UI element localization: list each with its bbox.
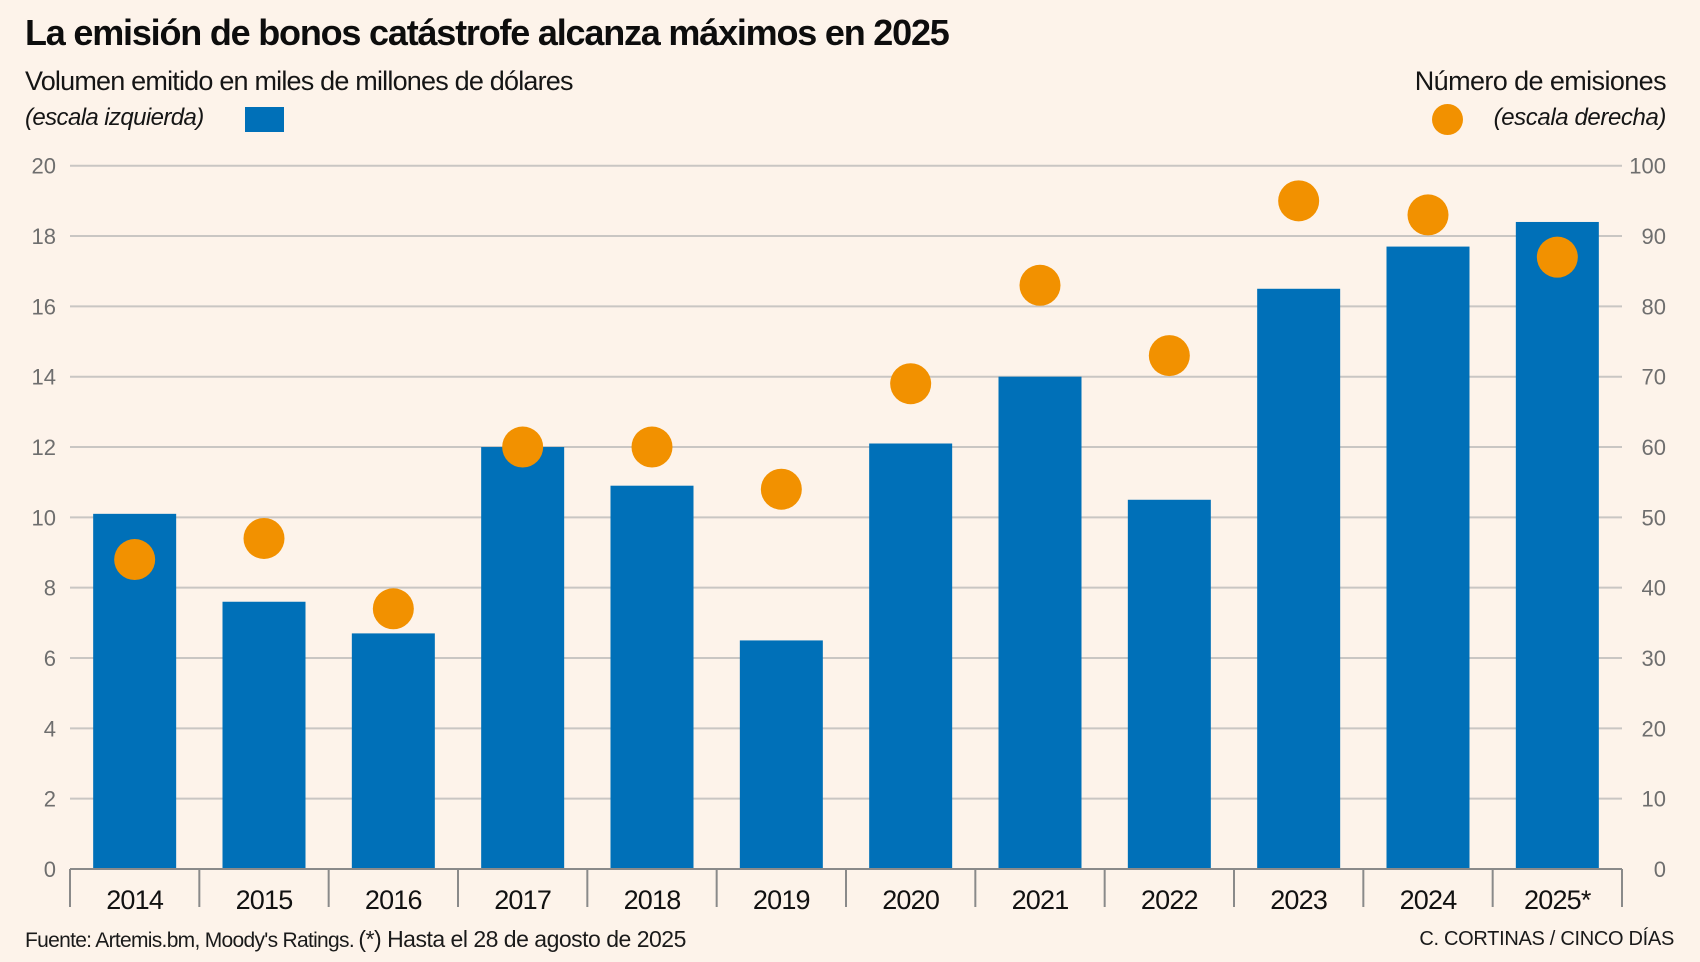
bar bbox=[610, 485, 694, 869]
right-tick-label: 90 bbox=[1642, 224, 1666, 249]
dot bbox=[372, 588, 414, 630]
x-tick-label: 2025* bbox=[1524, 885, 1592, 915]
x-axis: 2014 2015 2016 2017 2018 2019 2020 2021 2022 2023… bbox=[69, 868, 1623, 915]
dot bbox=[243, 517, 285, 559]
right-tick-label: 40 bbox=[1642, 576, 1666, 601]
x-tick-label: 2020 bbox=[882, 885, 939, 915]
right-tick-label: 60 bbox=[1642, 435, 1666, 460]
left-axis-ticks: 0 2 4 6 8 10 12 14 16 18 20 bbox=[32, 154, 56, 882]
dot bbox=[1019, 264, 1061, 306]
bar bbox=[1257, 288, 1341, 870]
x-tick-label: 2023 bbox=[1270, 885, 1327, 915]
dot bbox=[1278, 180, 1320, 222]
x-tick-label: 2017 bbox=[494, 885, 551, 915]
bar-series bbox=[93, 221, 1599, 870]
bar bbox=[481, 447, 565, 869]
footnote-text: (*) Hasta el 28 de agosto de 2025 bbox=[358, 926, 686, 952]
left-tick-label: 2 bbox=[44, 787, 56, 812]
x-tick-label: 2021 bbox=[1012, 885, 1069, 915]
gridlines bbox=[70, 164, 1622, 800]
dot bbox=[1407, 194, 1449, 236]
left-tick-label: 20 bbox=[32, 154, 56, 179]
left-tick-label: 6 bbox=[44, 646, 56, 671]
bar bbox=[869, 443, 953, 869]
legend-label-dots: (escala derecha) bbox=[1493, 104, 1667, 131]
left-tick-label: 16 bbox=[32, 294, 56, 319]
right-tick-label: 80 bbox=[1642, 294, 1666, 319]
left-tick-label: 12 bbox=[32, 435, 56, 460]
left-tick-label: 8 bbox=[44, 576, 56, 601]
dot bbox=[760, 468, 802, 510]
bar bbox=[1515, 221, 1599, 870]
footer-credit: C. CORTINAS / CINCO DÍAS bbox=[1419, 928, 1674, 950]
chart-title: La emisión de bonos catástrofe alcanza m… bbox=[25, 12, 950, 53]
left-tick-label: 14 bbox=[32, 365, 56, 390]
right-tick-label: 20 bbox=[1642, 716, 1666, 741]
dot bbox=[1536, 236, 1578, 278]
right-tick-label: 0 bbox=[1654, 857, 1666, 882]
left-tick-label: 18 bbox=[32, 224, 56, 249]
left-tick-label: 4 bbox=[44, 716, 56, 741]
source-text: Fuente: Artemis.bm, Moody's Ratings. bbox=[25, 929, 355, 952]
left-axis-title: Volumen emitido en miles de millones de … bbox=[25, 66, 574, 96]
bar bbox=[998, 376, 1082, 869]
dot bbox=[114, 539, 156, 581]
dot bbox=[890, 363, 932, 405]
x-tick-label: 2015 bbox=[236, 885, 293, 915]
dot bbox=[502, 426, 544, 468]
bar bbox=[222, 601, 306, 869]
x-tick-label: 2014 bbox=[106, 885, 164, 915]
right-tick-label: 70 bbox=[1642, 365, 1666, 390]
x-tick-label: 2018 bbox=[624, 885, 681, 915]
left-tick-label: 10 bbox=[32, 505, 56, 530]
legend-label-bars: (escala izquierda) bbox=[25, 104, 204, 131]
x-tick-label: 2016 bbox=[365, 885, 422, 915]
legend-swatch-dots bbox=[1432, 104, 1463, 135]
bar bbox=[1386, 246, 1470, 870]
x-tick-label: 2024 bbox=[1400, 885, 1458, 915]
footer-source: Fuente: Artemis.bm, Moody's Ratings. (*)… bbox=[25, 926, 686, 953]
bar bbox=[1127, 499, 1211, 869]
x-tick-label: 2019 bbox=[753, 885, 810, 915]
dot-series bbox=[114, 180, 1578, 630]
right-tick-label: 10 bbox=[1642, 787, 1666, 812]
right-tick-label: 50 bbox=[1642, 505, 1666, 530]
right-tick-label: 30 bbox=[1642, 646, 1666, 671]
x-tick-label: 2022 bbox=[1141, 885, 1198, 915]
dot bbox=[1148, 335, 1190, 377]
right-axis-title: Número de emisiones bbox=[1414, 66, 1667, 96]
right-tick-label: 100 bbox=[1629, 154, 1666, 179]
left-tick-label: 0 bbox=[44, 857, 56, 882]
bar bbox=[739, 640, 823, 869]
dot bbox=[631, 426, 673, 468]
bar bbox=[351, 633, 435, 869]
right-axis-ticks: 0 10 20 30 40 50 60 70 80 90 100 bbox=[1629, 154, 1666, 882]
legend-swatch-bars bbox=[245, 107, 284, 132]
